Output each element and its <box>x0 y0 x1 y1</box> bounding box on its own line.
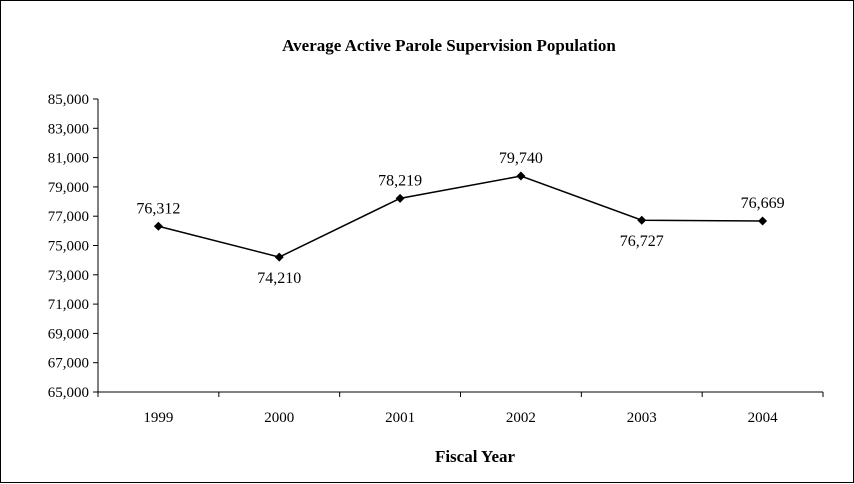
data-label: 79,740 <box>499 150 543 167</box>
series-line: 76,312 74,210 78,219 79,740 76,727 76,669 <box>136 150 784 287</box>
x-tick-label: 2003 <box>627 410 657 426</box>
series-line-path <box>158 175 763 258</box>
data-point-marker <box>153 221 163 231</box>
y-tick-label: 65,000 <box>48 385 89 401</box>
y-tick-label: 67,000 <box>48 356 89 372</box>
data-label: 76,312 <box>136 200 180 217</box>
data-label: 74,210 <box>257 270 301 287</box>
x-tick-label: 2004 <box>748 410 779 426</box>
x-tick-label: 2002 <box>506 410 536 426</box>
y-tick-label: 71,000 <box>48 297 89 313</box>
data-label: 78,219 <box>378 172 422 189</box>
chart-title: Average Active Parole Supervision Popula… <box>282 36 616 55</box>
y-tick-label: 85,000 <box>48 92 89 108</box>
data-point-marker <box>274 252 284 262</box>
y-tick-label: 83,000 <box>48 121 89 137</box>
x-axis: 1999 2000 2001 2002 2003 2004 <box>97 391 824 426</box>
data-label: 76,669 <box>741 195 785 212</box>
data-point-marker <box>637 215 647 225</box>
data-point-marker <box>758 216 768 226</box>
y-axis: 65,000 67,000 69,000 71,000 73,000 75,000 77,0… <box>48 92 99 401</box>
x-axis-title: Fiscal Year <box>435 447 516 466</box>
x-tick-label: 2001 <box>385 410 415 426</box>
y-tick-label: 77,000 <box>48 209 89 225</box>
data-point-marker <box>516 171 526 181</box>
y-tick-label: 69,000 <box>48 326 89 342</box>
data-label: 76,727 <box>620 233 664 250</box>
y-tick-label: 73,000 <box>48 268 89 284</box>
x-tick-label: 1999 <box>143 410 173 426</box>
x-tick-label: 2000 <box>264 410 294 426</box>
y-tick-label: 81,000 <box>48 151 89 167</box>
y-tick-label: 75,000 <box>48 239 89 255</box>
data-point-marker <box>395 193 405 203</box>
y-tick-label: 79,000 <box>48 180 89 196</box>
